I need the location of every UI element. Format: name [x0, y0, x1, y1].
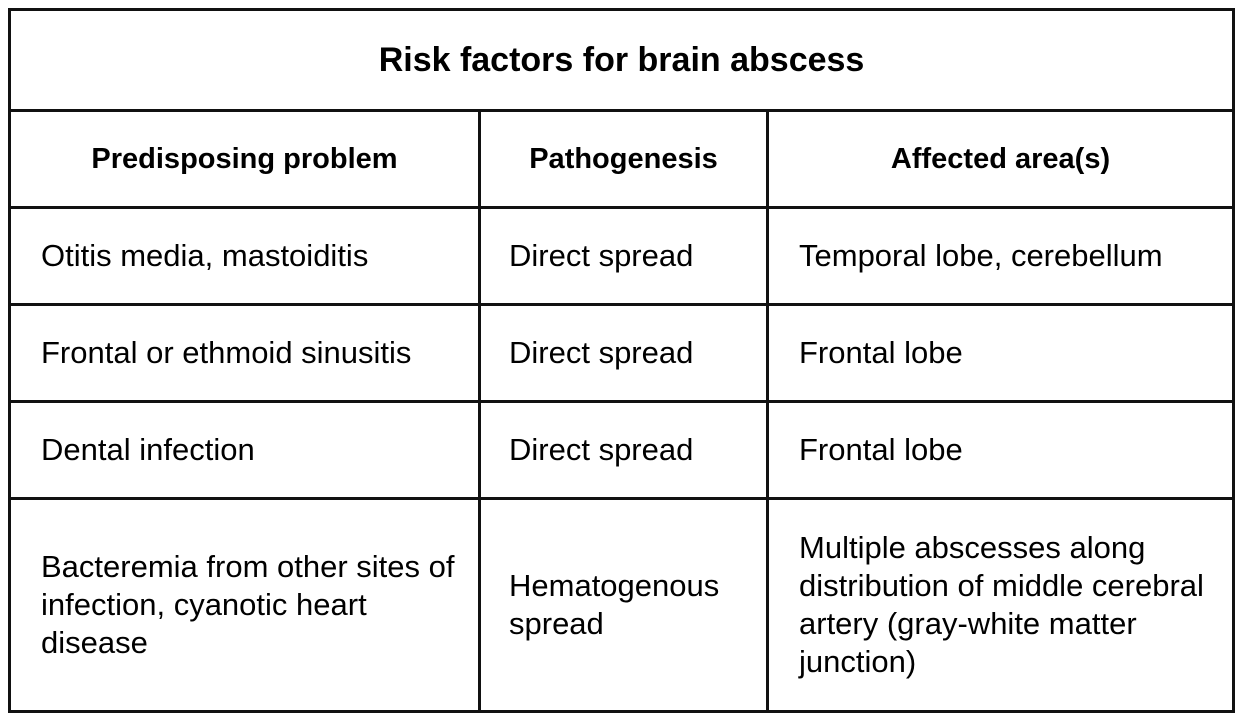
predisposing-problem-cell: Bacteremia from other sites of infection… — [8, 497, 481, 713]
risk-factors-table: Risk factors for brain abscess Predispos… — [7, 8, 1236, 713]
predisposing-problem-cell: Dental infection — [8, 400, 481, 500]
pathogenesis-cell: Direct spread — [478, 303, 769, 403]
affected-area-cell: Multiple abscesses along distribution of… — [765, 497, 1236, 713]
table-row: Otitis media, mastoiditis Direct spread … — [8, 206, 1236, 306]
pathogenesis-cell: Hematogenous spread — [478, 497, 769, 713]
predisposing-problem-cell: Otitis media, mastoiditis — [8, 206, 481, 306]
column-header-affected-areas: Affected area(s) — [765, 109, 1236, 209]
table-title-row: Risk factors for brain abscess — [7, 8, 1236, 112]
table-row: Bacteremia from other sites of infection… — [8, 497, 1236, 713]
column-header-pathogenesis: Pathogenesis — [478, 109, 769, 209]
table-row: Frontal or ethmoid sinusitis Direct spre… — [8, 303, 1236, 403]
table-title: Risk factors for brain abscess — [7, 8, 1236, 112]
risk-factors-table-container: Risk factors for brain abscess Predispos… — [7, 8, 1236, 713]
pathogenesis-cell: Direct spread — [478, 400, 769, 500]
column-header-predisposing-problem: Predisposing problem — [8, 109, 481, 209]
affected-area-cell: Frontal lobe — [765, 303, 1236, 403]
pathogenesis-cell: Direct spread — [478, 206, 769, 306]
affected-area-cell: Frontal lobe — [765, 400, 1236, 500]
table-row: Dental infection Direct spread Frontal l… — [8, 400, 1236, 500]
table-header-row: Predisposing problem Pathogenesis Affect… — [8, 109, 1236, 209]
predisposing-problem-cell: Frontal or ethmoid sinusitis — [8, 303, 481, 403]
affected-area-cell: Temporal lobe, cerebellum — [765, 206, 1236, 306]
